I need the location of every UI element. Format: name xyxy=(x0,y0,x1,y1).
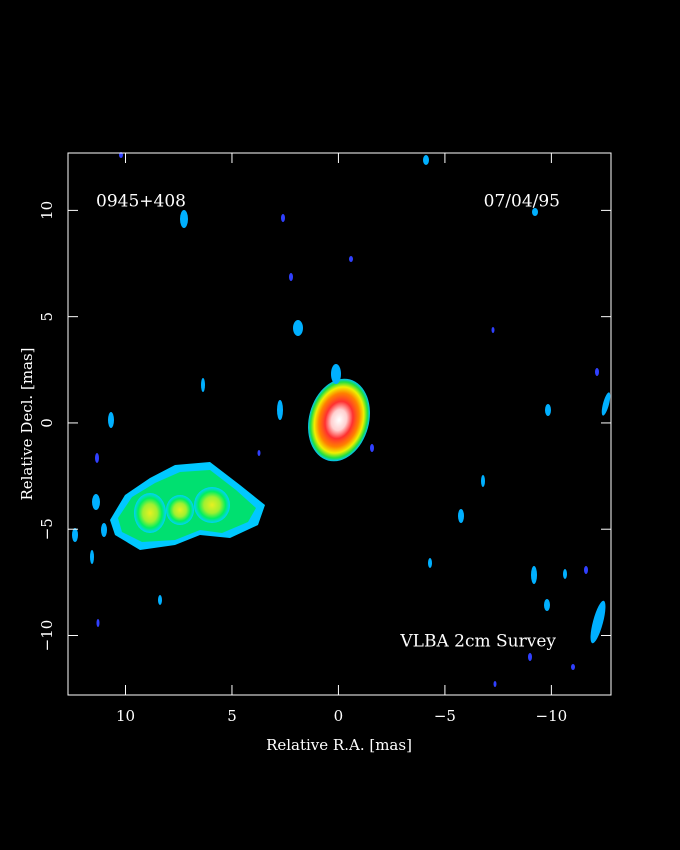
y-tick-label: 5 xyxy=(38,312,56,322)
x-tick-label: −10 xyxy=(536,707,568,725)
frame xyxy=(67,152,612,696)
x-tick-label: 0 xyxy=(334,707,344,725)
x-tick-label: 5 xyxy=(227,707,237,725)
source-name: 0945+408 xyxy=(96,192,186,212)
survey-label: VLBA 2cm Survey xyxy=(399,632,556,652)
y-tick-label: 0 xyxy=(38,418,56,428)
y-tick-label: −10 xyxy=(38,620,56,652)
date: 07/04/95 xyxy=(484,192,560,212)
y-tick-label: 10 xyxy=(38,201,56,220)
x-tick-label: −5 xyxy=(434,707,456,725)
y-tick-label: −5 xyxy=(38,518,56,540)
y-axis-label: Relative Decl. [mas] xyxy=(18,347,36,500)
x-tick-label: 10 xyxy=(116,707,135,725)
emission xyxy=(72,152,611,687)
x-axis-label: Relative R.A. [mas] xyxy=(266,736,412,754)
